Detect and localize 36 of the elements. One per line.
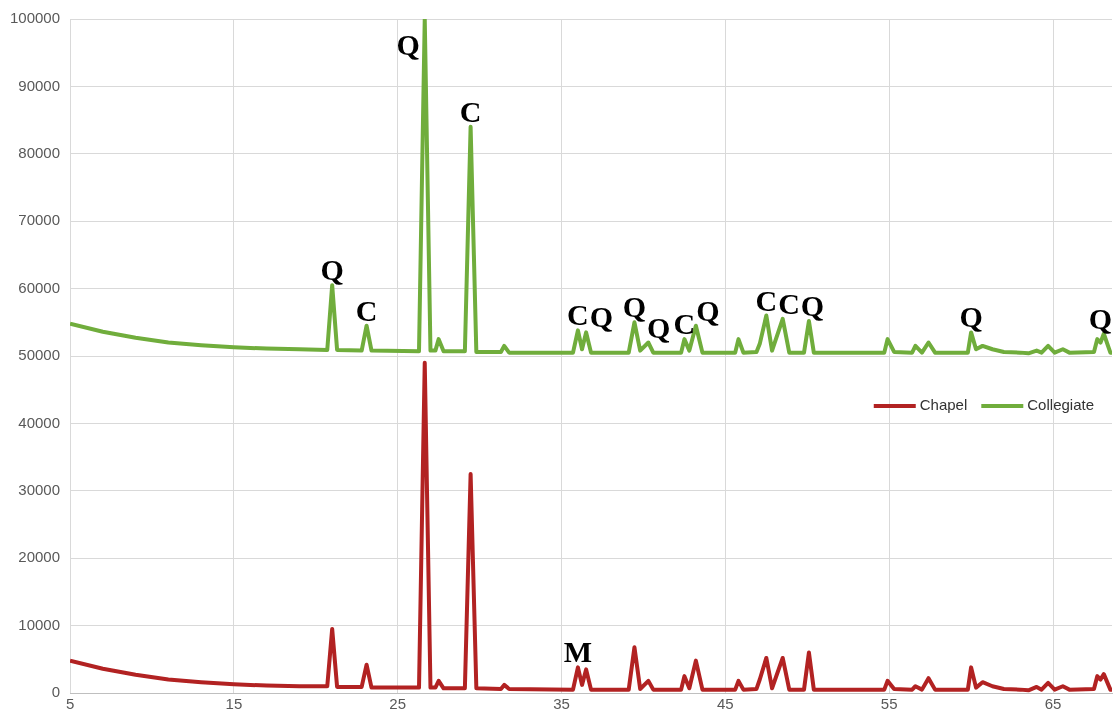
x-tick-label: 5	[65, 695, 75, 713]
annotation: C	[755, 283, 778, 317]
x-tick-label: 25	[389, 695, 407, 713]
annotation: Q	[320, 253, 344, 287]
y-tick-label: 80000	[18, 143, 61, 161]
y-tick-label: 90000	[18, 76, 61, 94]
annotation: Q	[959, 300, 983, 334]
x-tick-label: 45	[717, 695, 734, 713]
y-tick-label: 50000	[18, 346, 61, 364]
annotation: Q	[800, 288, 825, 322]
x-tick-label: 35	[553, 695, 570, 713]
annotation: Q	[589, 300, 614, 334]
y-tick-label: 60000	[18, 278, 61, 296]
x-tick-label: 65	[1044, 695, 1062, 713]
legend-label: Chapel	[919, 396, 968, 414]
y-tick-label: 100000	[9, 9, 61, 27]
annotation: Q	[696, 293, 720, 327]
annotation: Q	[396, 28, 420, 61]
annotation: Q	[622, 290, 647, 324]
annotation: C	[778, 286, 800, 320]
annotation: C	[567, 298, 589, 332]
legend-label: Collegiate	[1027, 396, 1095, 414]
annotation: M	[563, 635, 593, 669]
y-tick-label: 10000	[18, 615, 61, 633]
annotation: C	[459, 94, 482, 128]
y-tick-label: 40000	[18, 413, 61, 431]
annotation: Q	[647, 310, 671, 344]
y-tick-label: 20000	[18, 548, 61, 566]
annotation: Q	[1088, 301, 1113, 335]
x-tick-label: 55	[880, 695, 898, 713]
y-tick-label: 70000	[18, 211, 61, 229]
y-tick-label: 0	[51, 683, 61, 701]
x-tick-label: 15	[225, 695, 243, 713]
annotation: C	[355, 293, 378, 327]
y-tick-label: 30000	[18, 480, 61, 498]
annotation: C	[673, 307, 696, 341]
